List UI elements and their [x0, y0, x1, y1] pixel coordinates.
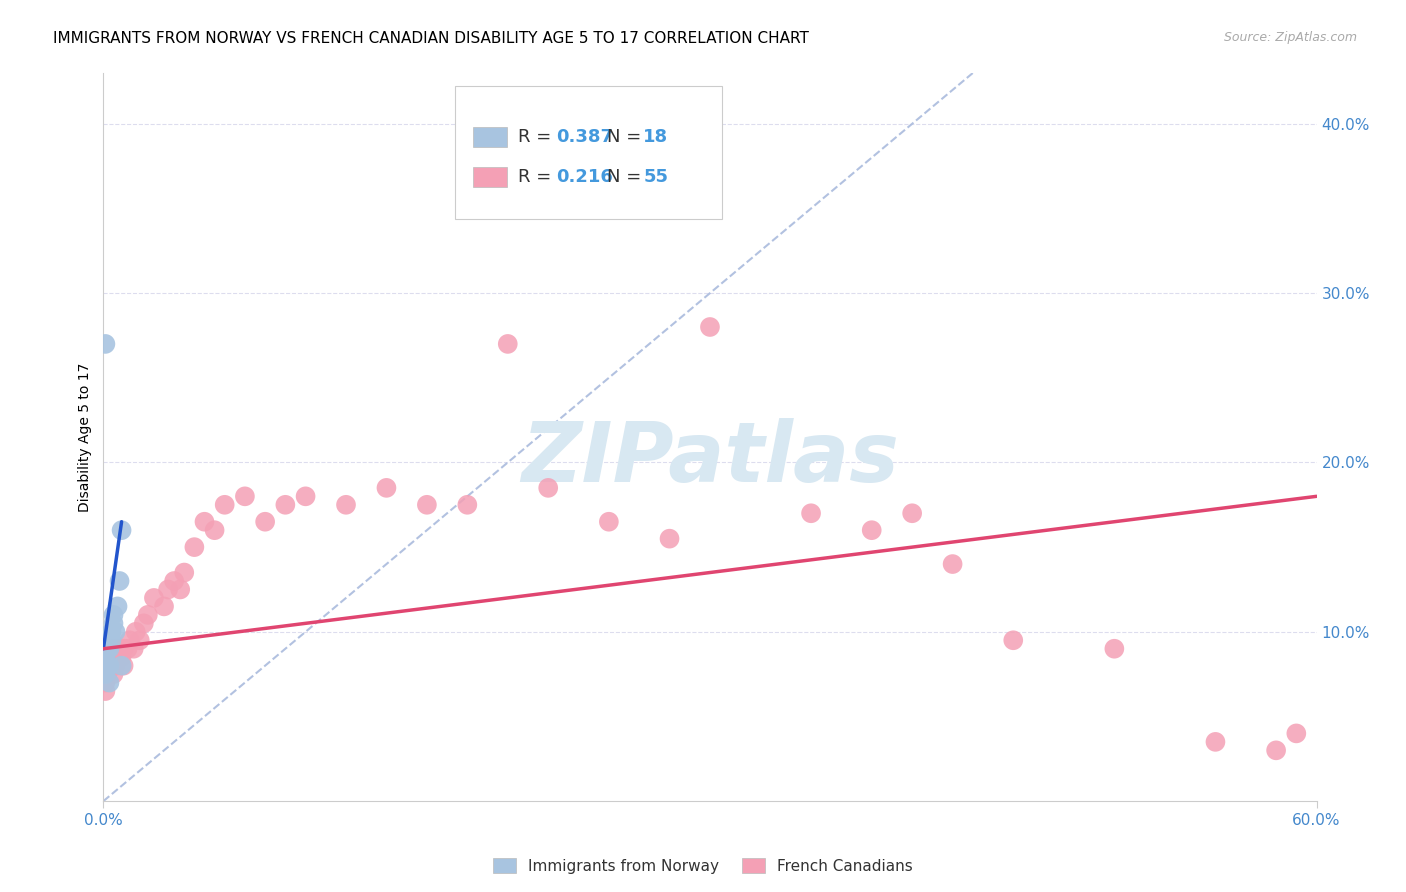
Point	[100, 624, 122, 639]
Point	[98, 675, 121, 690]
Point	[96, 658, 118, 673]
Point	[1285, 726, 1308, 740]
Point	[153, 599, 176, 614]
Point	[658, 532, 681, 546]
Point	[94, 650, 117, 665]
Text: N =: N =	[607, 128, 647, 146]
Point	[800, 506, 823, 520]
Point	[94, 675, 117, 690]
Point	[598, 515, 620, 529]
Text: Source: ZipAtlas.com: Source: ZipAtlas.com	[1223, 31, 1357, 45]
Point	[157, 582, 180, 597]
Point	[94, 667, 117, 681]
Point	[110, 523, 132, 537]
Text: R =: R =	[519, 128, 557, 146]
Point	[118, 633, 141, 648]
Point	[496, 337, 519, 351]
Text: N =: N =	[607, 168, 647, 186]
Point	[1002, 633, 1025, 648]
Text: IMMIGRANTS FROM NORWAY VS FRENCH CANADIAN DISABILITY AGE 5 TO 17 CORRELATION CHA: IMMIGRANTS FROM NORWAY VS FRENCH CANADIA…	[53, 31, 810, 46]
Point	[456, 498, 478, 512]
Point	[136, 607, 159, 622]
Point	[110, 658, 132, 673]
Text: 18: 18	[643, 128, 668, 146]
Point	[942, 557, 965, 571]
Point	[112, 641, 135, 656]
Point	[96, 641, 118, 656]
Legend: Immigrants from Norway, French Canadians: Immigrants from Norway, French Canadians	[486, 852, 920, 880]
Point	[294, 489, 316, 503]
Point	[104, 658, 127, 673]
Point	[107, 599, 129, 614]
Text: 0.387: 0.387	[555, 128, 613, 146]
Point	[94, 667, 117, 681]
FancyBboxPatch shape	[474, 167, 508, 187]
Point	[96, 633, 118, 648]
Point	[142, 591, 165, 605]
Point	[375, 481, 398, 495]
Point	[163, 574, 186, 588]
Point	[100, 633, 122, 648]
Point	[183, 540, 205, 554]
Point	[1265, 743, 1288, 757]
Point	[104, 624, 127, 639]
Point	[537, 481, 560, 495]
Point	[103, 607, 125, 622]
Point	[98, 658, 121, 673]
Text: 55: 55	[643, 168, 668, 186]
Point	[193, 515, 215, 529]
Point	[96, 667, 118, 681]
Point	[103, 641, 125, 656]
Point	[233, 489, 256, 503]
Point	[108, 641, 131, 656]
Point	[173, 566, 195, 580]
Point	[1104, 641, 1126, 656]
Point	[107, 650, 129, 665]
Point	[128, 633, 150, 648]
Point	[125, 624, 148, 639]
Point	[254, 515, 277, 529]
Point	[117, 641, 139, 656]
Point	[94, 337, 117, 351]
Point	[901, 506, 924, 520]
Point	[100, 658, 122, 673]
Text: 0.216: 0.216	[555, 168, 613, 186]
Point	[416, 498, 439, 512]
Point	[103, 667, 125, 681]
Point	[110, 650, 132, 665]
Point	[214, 498, 236, 512]
Point	[94, 658, 117, 673]
Text: ZIPatlas: ZIPatlas	[522, 418, 898, 500]
Point	[122, 641, 145, 656]
Point	[112, 658, 135, 673]
Point	[98, 641, 121, 656]
Point	[1204, 735, 1226, 749]
FancyBboxPatch shape	[474, 127, 508, 147]
Point	[169, 582, 191, 597]
Point	[94, 684, 117, 698]
Point	[98, 658, 121, 673]
Point	[335, 498, 357, 512]
Point	[274, 498, 297, 512]
Point	[860, 523, 883, 537]
Point	[108, 574, 131, 588]
Point	[98, 650, 121, 665]
Text: R =: R =	[519, 168, 557, 186]
Point	[699, 320, 721, 334]
FancyBboxPatch shape	[456, 87, 723, 219]
Point	[204, 523, 226, 537]
Point	[103, 616, 125, 631]
Y-axis label: Disability Age 5 to 17: Disability Age 5 to 17	[79, 362, 93, 512]
Point	[132, 616, 155, 631]
